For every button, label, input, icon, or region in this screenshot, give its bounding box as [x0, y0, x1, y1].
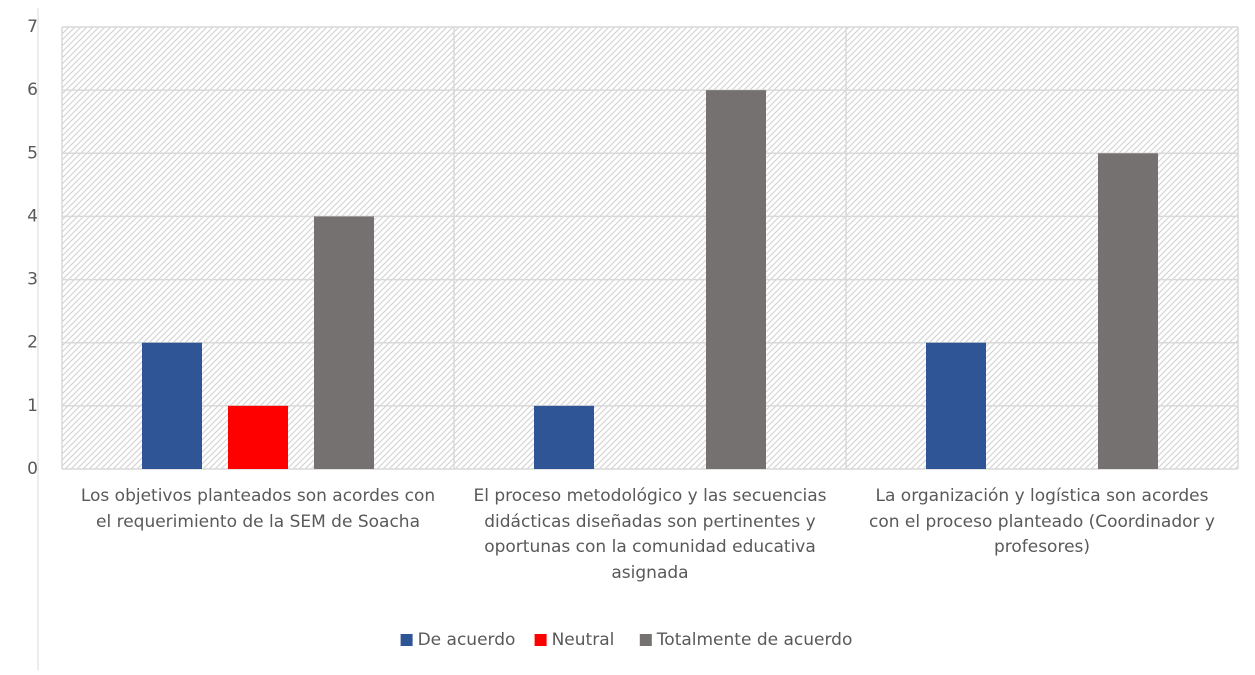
- y-tick-label: 2: [27, 333, 38, 353]
- y-tick-label: 7: [27, 17, 38, 37]
- x-tick-label: La organización y logística son acordes …: [869, 486, 1215, 557]
- bar: [314, 216, 374, 469]
- y-tick-label: 5: [27, 143, 38, 163]
- bar: [228, 405, 288, 469]
- legend-swatch: [534, 634, 547, 646]
- y-tick-label: 6: [27, 80, 38, 100]
- legend-label: Neutral: [552, 630, 615, 650]
- legend-swatch: [639, 634, 652, 646]
- bar: [534, 405, 594, 469]
- y-tick-label: 4: [27, 206, 38, 226]
- x-tick-label: El proceso metodológico y las secuencias…: [473, 486, 827, 583]
- bar: [926, 342, 986, 469]
- y-tick-label: 0: [27, 459, 38, 479]
- plot-area: [62, 27, 1238, 469]
- bar: [142, 342, 202, 469]
- bar: [706, 90, 766, 470]
- y-tick-label: 3: [27, 270, 38, 290]
- x-tick-label: Los objetivos planteados son acordes con…: [80, 486, 436, 532]
- bar: [1098, 153, 1158, 470]
- legend-label: De acuerdo: [418, 630, 516, 650]
- y-tick-label: 1: [27, 396, 38, 416]
- legend-label: Totalmente de acuerdo: [656, 630, 853, 650]
- legend-swatch: [400, 634, 413, 646]
